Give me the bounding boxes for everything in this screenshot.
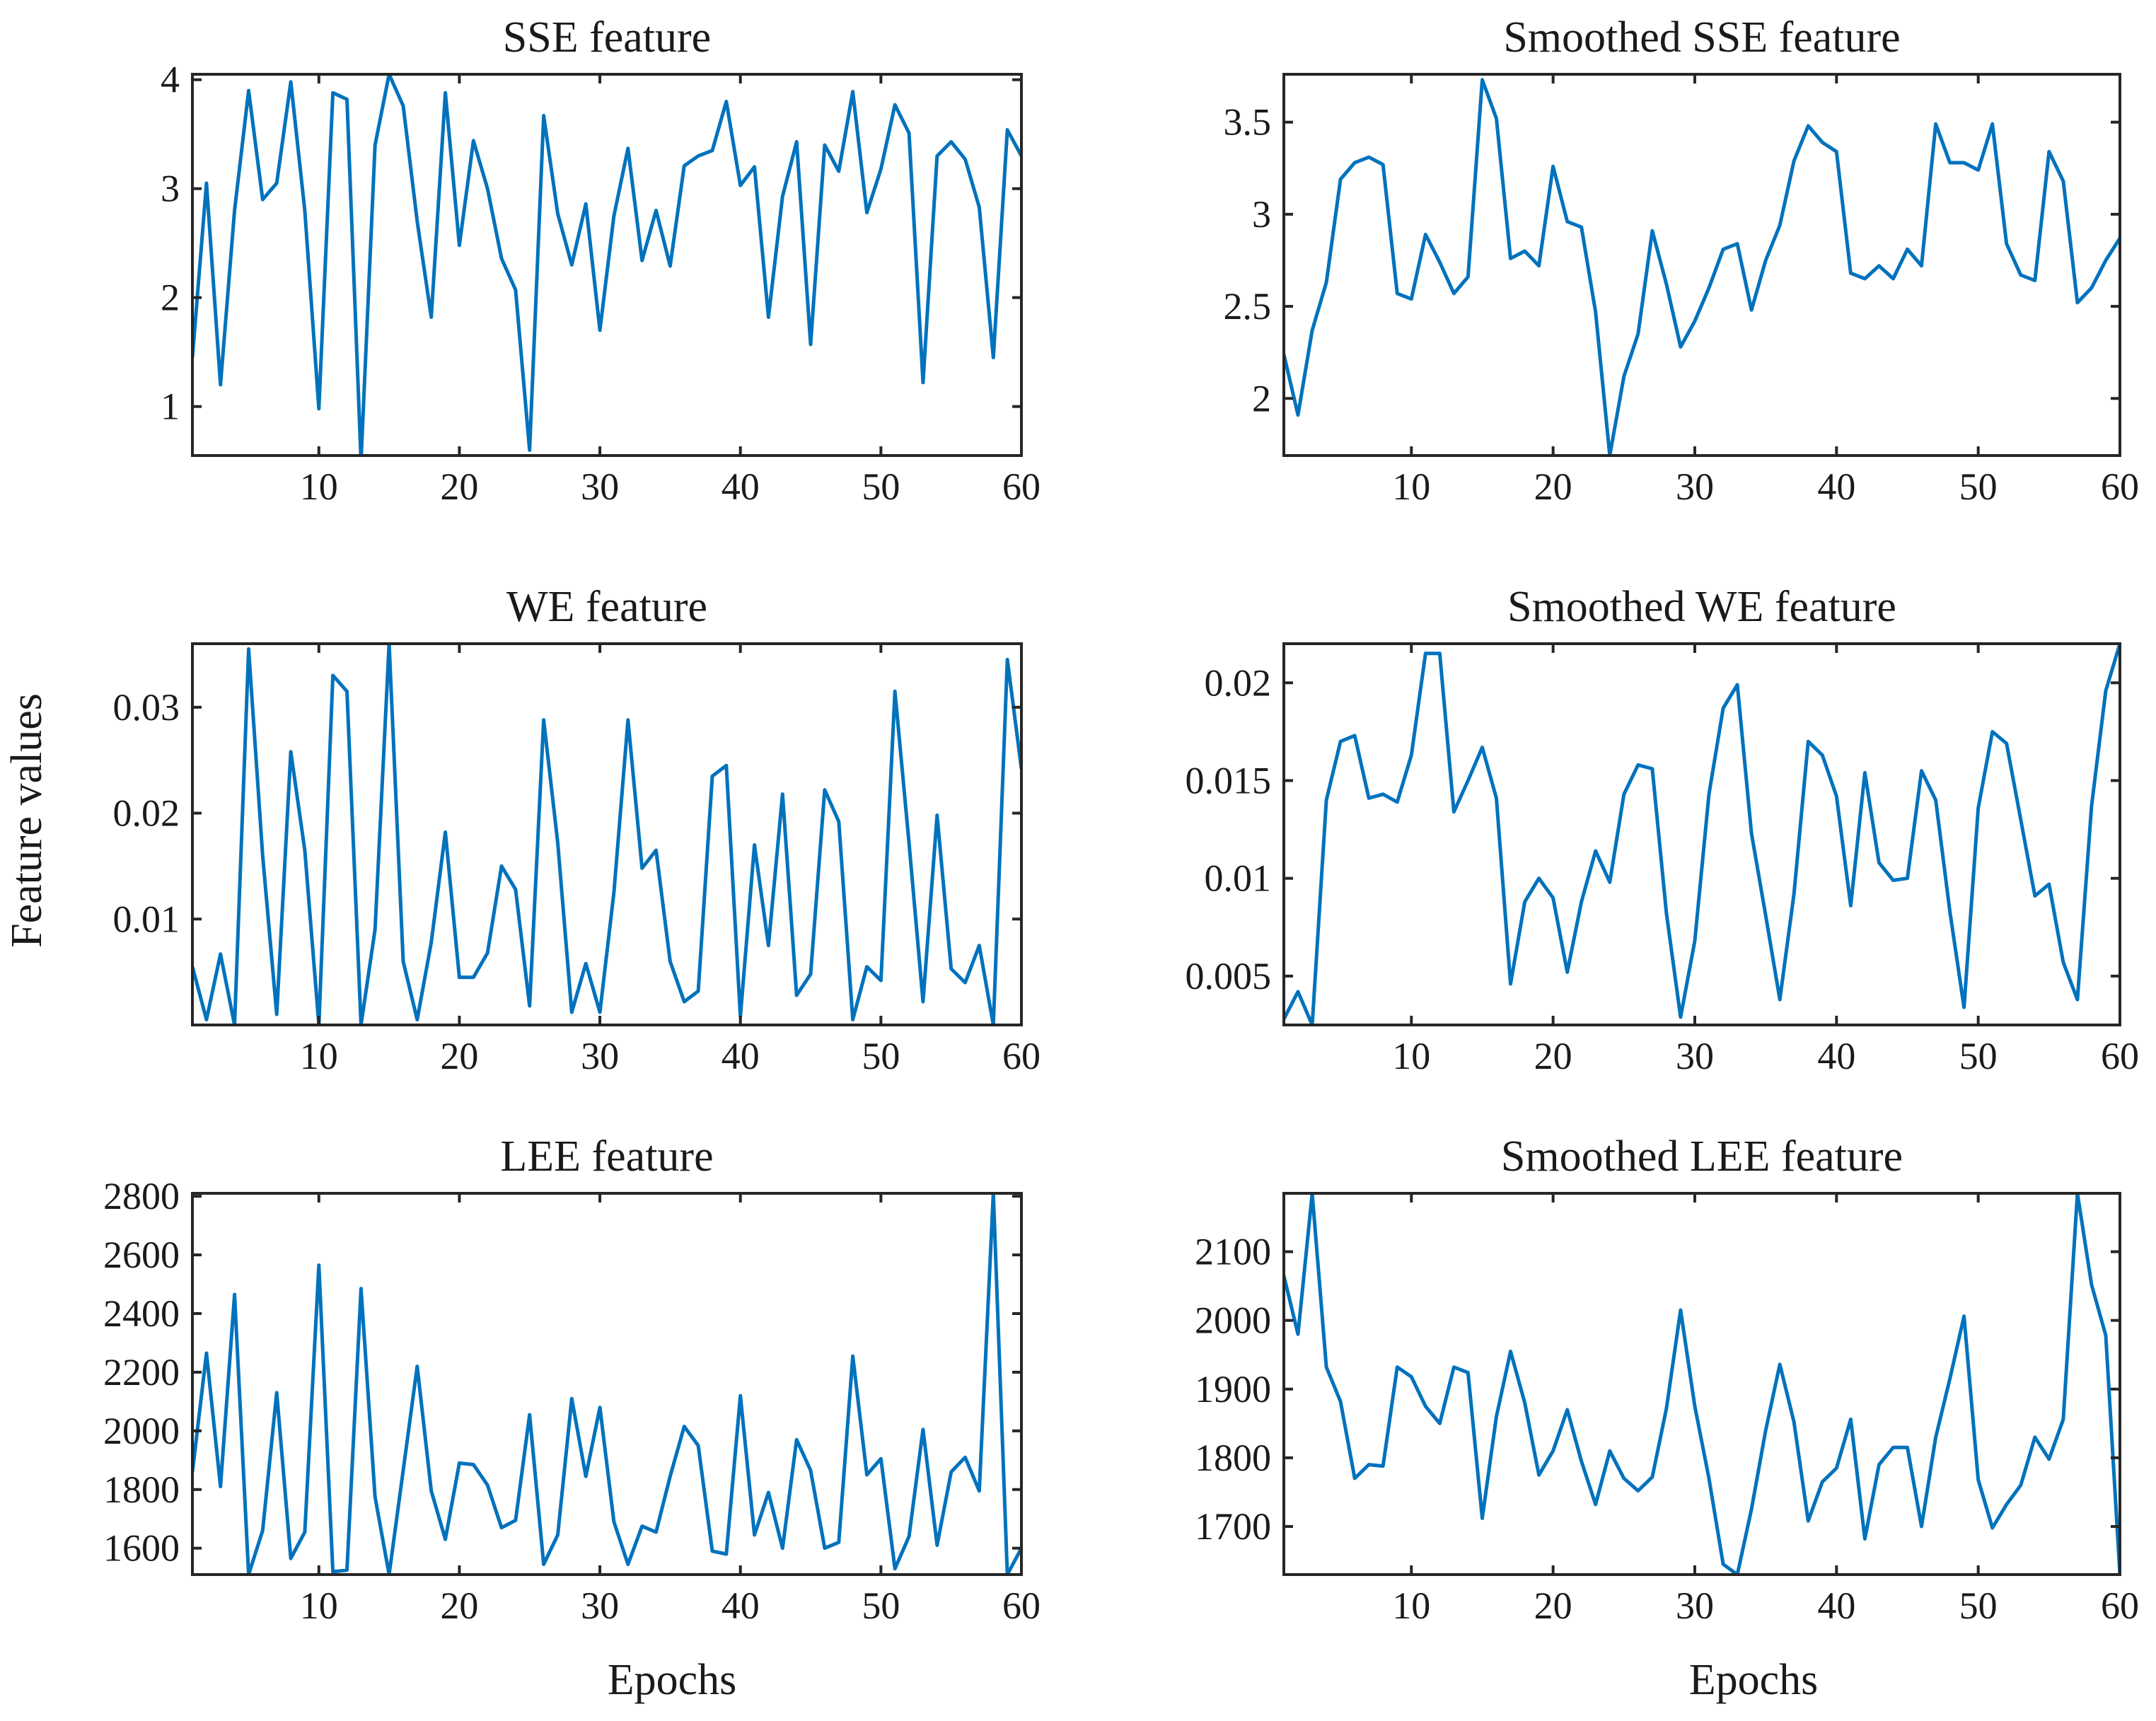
- shared-ylabel: Feature values: [3, 693, 51, 948]
- x-tick-label: 60: [1002, 465, 1041, 508]
- axes-frame-sse_smoothed: [1282, 73, 2121, 457]
- axes-frame-lee: [191, 1192, 1023, 1576]
- chart-title-we_smoothed: Smoothed WE feature: [1507, 583, 1896, 631]
- x-tick-label: 40: [1817, 1035, 1855, 1077]
- series-line-sse_smoothed: [1284, 78, 2120, 456]
- y-tick-label: 1800: [1195, 1437, 1271, 1479]
- y-tick-label: 0.015: [1186, 759, 1272, 801]
- y-tick-label: 2200: [103, 1351, 180, 1393]
- chart-panel-we_smoothed: Smoothed WE feature 10 20 30 40 50 60 0.005 0.01…: [1186, 583, 2140, 1077]
- x-tick-label: 50: [1959, 1035, 1998, 1077]
- y-tick-label: 0.03: [113, 686, 180, 729]
- y-tick-label: 1: [161, 386, 180, 428]
- x-tick-label: 40: [721, 1035, 760, 1077]
- series-line-lee_smoothed: [1284, 1193, 2120, 1575]
- x-tick-label: 20: [1534, 1584, 1572, 1627]
- x-tick-label: 20: [1534, 1035, 1572, 1077]
- x-tick-label: 30: [581, 1035, 619, 1077]
- x-tick-label: 30: [1676, 1035, 1714, 1077]
- y-tick-label: 3: [1252, 193, 1271, 236]
- chart-panel-lee: LEE feature 10 20 30 40 50 60 1600 1800 2000 2200 2…: [103, 1132, 1041, 1627]
- x-tick-label: 30: [581, 465, 619, 508]
- chart-panel-we: WE feature 10 20 30 40 50 60 0.01 0.02 0.03: [113, 583, 1041, 1077]
- xlabel-right: Epochs: [1689, 1656, 1819, 1704]
- y-tick-label: 4: [161, 59, 180, 101]
- x-tick-label: 50: [862, 1035, 900, 1077]
- x-tick-label: 30: [581, 1584, 619, 1627]
- axes-frame-we: [191, 642, 1023, 1026]
- x-tick-label: 60: [2101, 1035, 2139, 1077]
- series-line-lee: [192, 1193, 1021, 1575]
- y-tick-label: 2000: [1195, 1299, 1271, 1342]
- series-line-we_smoothed: [1284, 644, 2120, 1025]
- y-tick-label: 2.5: [1224, 285, 1272, 328]
- x-tick-label: 40: [1817, 465, 1855, 508]
- xlabel-left: Epochs: [608, 1656, 737, 1704]
- y-tick-label: 1700: [1195, 1505, 1271, 1548]
- y-tick-label: 2: [1252, 377, 1271, 419]
- chart-panel-sse: SSE feature 10 20 30 40 50 60 1 2 3 4: [161, 13, 1041, 508]
- y-tick-label: 2400: [103, 1292, 180, 1335]
- x-tick-label: 60: [1002, 1035, 1041, 1077]
- x-tick-label: 30: [1676, 1584, 1714, 1627]
- x-tick-label: 10: [1392, 1584, 1430, 1627]
- x-tick-label: 60: [1002, 1584, 1041, 1627]
- x-tick-label: 10: [300, 465, 338, 508]
- chart-title-we: WE feature: [506, 583, 707, 631]
- x-tick-label: 30: [1676, 465, 1714, 508]
- y-tick-label: 0.02: [113, 792, 180, 835]
- x-tick-label: 10: [1392, 1035, 1430, 1077]
- x-tick-label: 60: [2101, 1584, 2139, 1627]
- y-tick-label: 3: [161, 168, 180, 210]
- x-tick-label: 40: [721, 465, 760, 508]
- y-tick-label: 0.02: [1205, 661, 1272, 704]
- x-tick-label: 60: [2101, 465, 2139, 508]
- x-tick-label: 50: [862, 465, 900, 508]
- x-tick-label: 50: [1959, 465, 1998, 508]
- axes-frame-we_smoothed: [1282, 642, 2121, 1026]
- y-tick-label: 1900: [1195, 1368, 1271, 1410]
- x-tick-label: 20: [440, 1035, 478, 1077]
- x-tick-label: 20: [1534, 465, 1572, 508]
- x-tick-label: 20: [440, 465, 478, 508]
- y-tick-label: 0.005: [1186, 955, 1272, 997]
- x-tick-label: 10: [1392, 465, 1430, 508]
- axes-frame-sse: [191, 73, 1023, 457]
- chart-title-lee_smoothed: Smoothed LEE feature: [1501, 1132, 1903, 1181]
- y-tick-label: 2000: [103, 1410, 180, 1452]
- y-tick-label: 2800: [103, 1175, 180, 1217]
- y-tick-label: 1800: [103, 1468, 180, 1511]
- chart-panel-lee_smoothed: Smoothed LEE feature 10 20 30 40 50 60 1700 1800…: [1195, 1132, 2139, 1627]
- y-tick-label: 0.01: [1205, 857, 1272, 900]
- x-tick-label: 50: [1959, 1584, 1998, 1627]
- y-tick-label: 2: [161, 277, 180, 319]
- series-line-we: [192, 644, 1021, 1025]
- series-line-sse: [192, 74, 1021, 456]
- x-tick-label: 10: [300, 1035, 338, 1077]
- y-tick-label: 2600: [103, 1234, 180, 1276]
- y-tick-label: 2100: [1195, 1231, 1271, 1273]
- x-tick-label: 40: [721, 1584, 760, 1627]
- chart-title-lee: LEE feature: [500, 1132, 713, 1181]
- y-tick-label: 3.5: [1224, 101, 1272, 144]
- chart-panel-sse_smoothed: Smoothed SSE feature 10 20 30 40 50 60 2 2.5 3 3.5: [1224, 13, 2140, 508]
- chart-title-sse_smoothed: Smoothed SSE feature: [1503, 13, 1900, 62]
- x-tick-label: 40: [1817, 1584, 1855, 1627]
- axes-frame-lee_smoothed: [1282, 1192, 2121, 1576]
- x-tick-label: 20: [440, 1584, 478, 1627]
- x-tick-label: 50: [862, 1584, 900, 1627]
- y-tick-label: 0.01: [113, 898, 180, 940]
- x-tick-label: 10: [300, 1584, 338, 1627]
- chart-title-sse: SSE feature: [503, 13, 711, 62]
- y-tick-label: 1600: [103, 1527, 180, 1570]
